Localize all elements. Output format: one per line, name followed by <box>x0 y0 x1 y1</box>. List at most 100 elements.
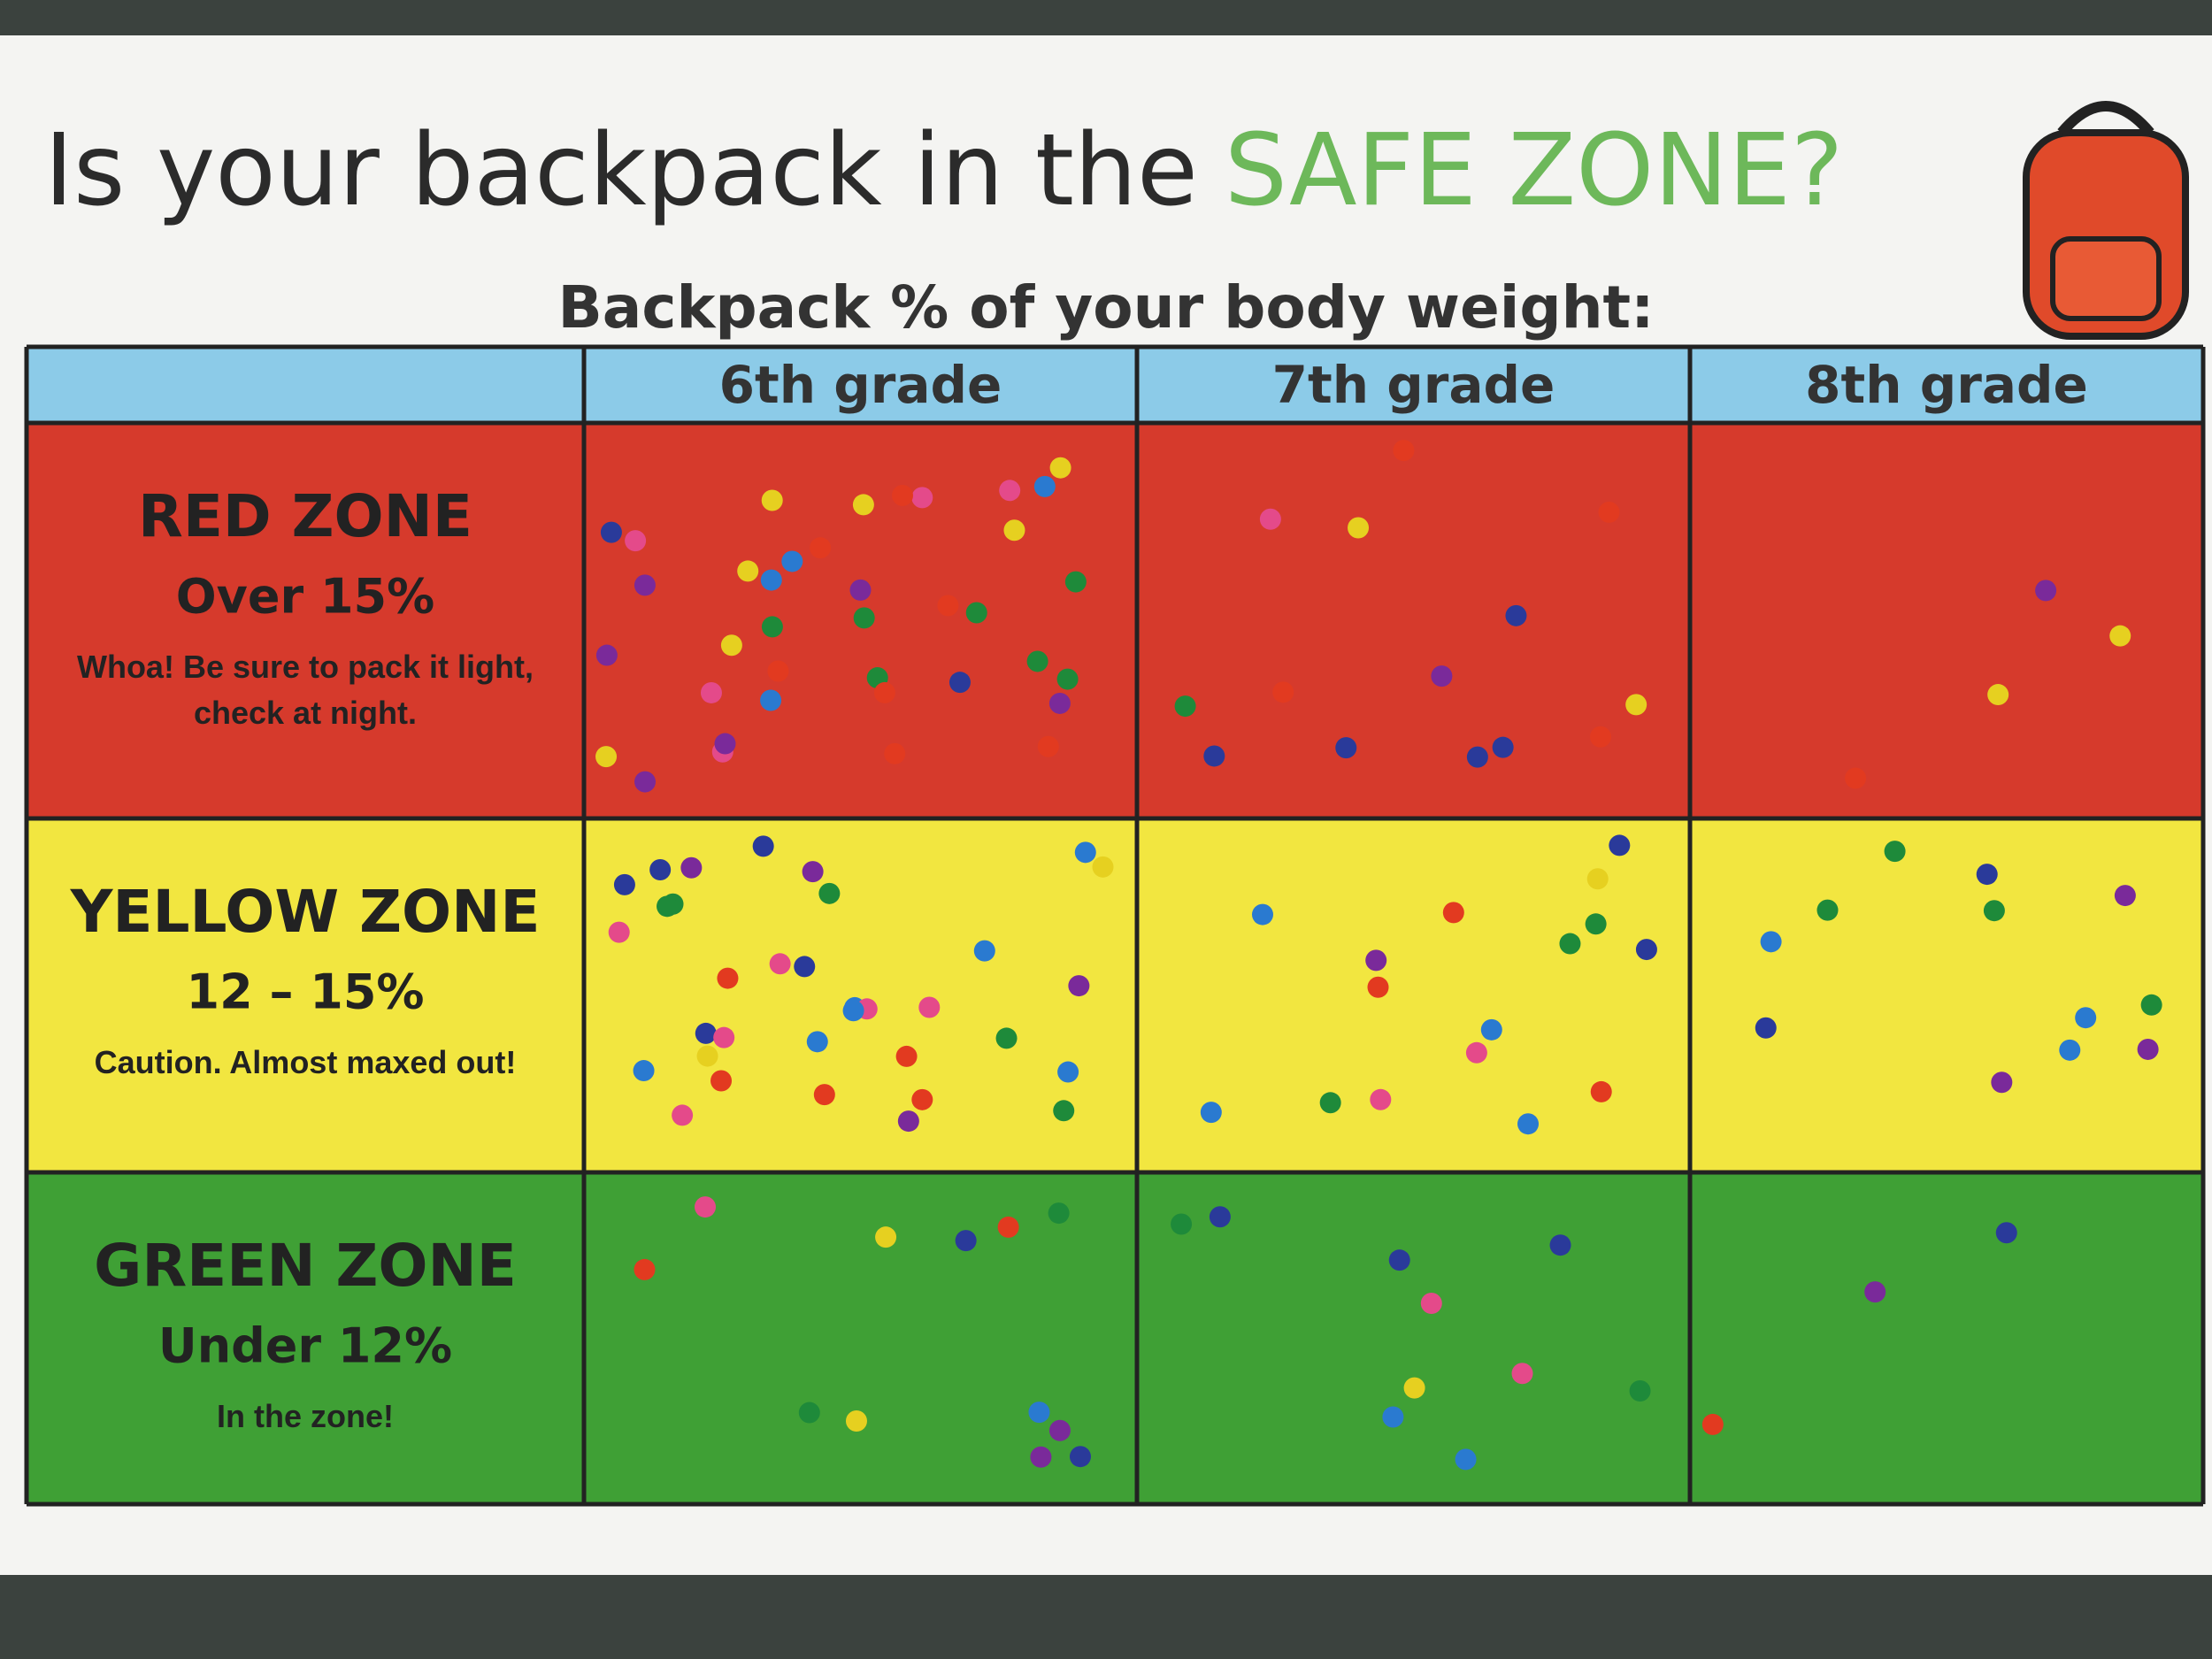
sticker <box>710 1070 733 1092</box>
zone-range: Over 15% <box>176 569 434 625</box>
sticker <box>1003 519 1025 541</box>
sticker <box>696 1045 718 1067</box>
sticker <box>873 681 895 703</box>
sticker <box>1635 939 1657 961</box>
zone-name: RED ZONE <box>138 482 472 550</box>
sticker <box>818 882 841 904</box>
sticker <box>1048 692 1071 714</box>
sticker <box>842 1000 864 1022</box>
sticker <box>1983 900 2005 922</box>
sticker <box>1393 440 1415 462</box>
sticker <box>911 1088 933 1110</box>
sticker <box>1976 864 1998 886</box>
backpack-icon <box>2023 101 2189 340</box>
sticker <box>897 1110 919 1133</box>
sticker <box>1511 1363 1533 1385</box>
sticker <box>1585 913 1607 935</box>
sticker <box>1064 571 1087 593</box>
sticker <box>1586 868 1609 890</box>
sticker <box>798 1402 820 1424</box>
sticker <box>1629 1380 1651 1402</box>
sticker <box>1048 1419 1071 1441</box>
sticker <box>1549 1234 1571 1256</box>
sticker <box>625 530 647 552</box>
sticker <box>634 1258 656 1280</box>
sticker <box>1174 695 1196 718</box>
sticker <box>1388 1249 1410 1271</box>
sticker <box>1845 767 1867 789</box>
sticker <box>1816 899 1839 921</box>
zone-range: Under 12% <box>158 1318 452 1374</box>
sticker <box>1037 735 1059 757</box>
sticker <box>714 733 736 755</box>
sticker <box>1056 668 1079 690</box>
sticker <box>613 873 635 895</box>
sticker <box>760 569 782 591</box>
sticker <box>891 484 913 506</box>
sticker <box>1517 1113 1540 1135</box>
zone-row <box>27 1172 2203 1504</box>
sticker <box>634 771 657 793</box>
sticker <box>845 1410 867 1432</box>
sticker <box>1760 931 1782 953</box>
sticker <box>937 595 959 617</box>
sticker <box>1755 1017 1777 1039</box>
sticker <box>1609 834 1631 856</box>
subtitle: Backpack % of your body weight: <box>557 273 1654 342</box>
sticker <box>767 660 789 682</box>
sticker <box>1068 975 1090 997</box>
sticker <box>806 1031 828 1053</box>
sticker <box>1049 457 1071 479</box>
sticker <box>1370 1088 1392 1110</box>
sticker <box>1365 949 1387 972</box>
sticker <box>769 953 791 975</box>
sticker <box>1455 1448 1477 1471</box>
sticker <box>1590 1080 1612 1102</box>
zone-row <box>27 818 2203 1172</box>
sticker <box>1382 1406 1404 1428</box>
sticker <box>810 537 832 559</box>
sticker <box>633 1060 655 1082</box>
sticker <box>2140 994 2162 1016</box>
sticker <box>1367 976 1389 998</box>
sticker <box>1701 1413 1724 1435</box>
sticker <box>895 1045 918 1067</box>
sticker <box>1171 1213 1193 1235</box>
sticker <box>760 689 782 711</box>
sticker <box>1200 1102 1222 1124</box>
sticker <box>713 1026 735 1048</box>
sticker <box>720 634 742 657</box>
sticker <box>1348 517 1370 539</box>
zone-note: In the zone! <box>217 1398 394 1434</box>
sticker <box>717 967 739 989</box>
zone-row <box>27 423 2203 818</box>
sticker <box>657 895 679 918</box>
zone-note: Whoa! Be sure to pack it light, check at… <box>76 649 534 732</box>
sticker <box>2075 1007 2097 1029</box>
sticker <box>1505 604 1527 626</box>
sticker <box>1598 501 1620 523</box>
sticker <box>695 1196 717 1218</box>
sticker <box>1259 508 1281 530</box>
sticker <box>737 560 759 582</box>
sticker <box>2059 1039 2081 1061</box>
sticker <box>1319 1092 1341 1114</box>
sticker <box>794 956 816 978</box>
sticker <box>813 1084 835 1106</box>
header-band <box>27 347 2203 423</box>
sticker <box>949 672 971 694</box>
column-header: 8th grade <box>1805 355 2088 415</box>
sticker <box>1033 475 1056 497</box>
sticker <box>672 1104 694 1126</box>
sticker <box>1335 737 1357 759</box>
sticker <box>695 1022 717 1044</box>
sticker <box>1209 1206 1231 1228</box>
sticker <box>1074 841 1096 864</box>
sticker <box>853 607 875 629</box>
title: Is your backpack in the SAFE ZONE? <box>44 113 1843 228</box>
sticker <box>649 858 672 880</box>
sticker <box>2137 1038 2159 1060</box>
